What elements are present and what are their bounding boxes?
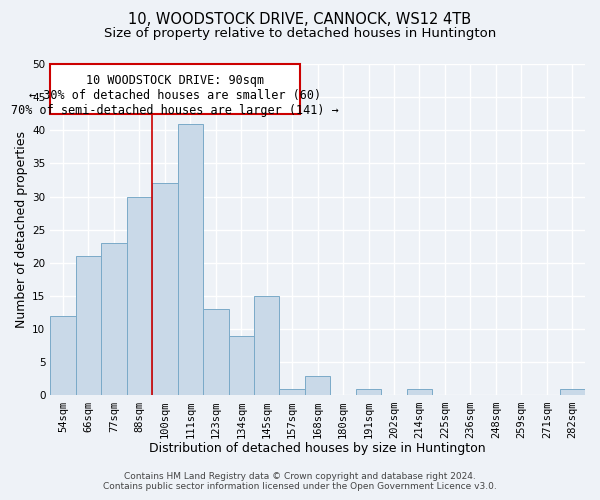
Text: Size of property relative to detached houses in Huntington: Size of property relative to detached ho… (104, 28, 496, 40)
Text: Contains public sector information licensed under the Open Government Licence v3: Contains public sector information licen… (103, 482, 497, 491)
Text: Contains HM Land Registry data © Crown copyright and database right 2024.: Contains HM Land Registry data © Crown c… (124, 472, 476, 481)
Bar (254, 296, 280, 396)
Text: 70% of semi-detached houses are larger (141) →: 70% of semi-detached houses are larger (… (11, 104, 339, 117)
Bar (407, 389, 432, 396)
Text: ← 30% of detached houses are smaller (60): ← 30% of detached houses are smaller (60… (29, 89, 321, 102)
Bar (305, 376, 331, 396)
Bar (356, 389, 381, 396)
Text: 10 WOODSTOCK DRIVE: 90sqm: 10 WOODSTOCK DRIVE: 90sqm (86, 74, 264, 87)
Bar (560, 389, 585, 396)
Bar (203, 310, 229, 396)
Bar (178, 124, 203, 396)
Bar (229, 336, 254, 396)
X-axis label: Distribution of detached houses by size in Huntington: Distribution of detached houses by size … (149, 442, 486, 455)
Bar (101, 243, 127, 396)
Text: 10, WOODSTOCK DRIVE, CANNOCK, WS12 4TB: 10, WOODSTOCK DRIVE, CANNOCK, WS12 4TB (128, 12, 472, 28)
Bar (76, 256, 101, 396)
Bar (127, 196, 152, 396)
Bar (50, 316, 76, 396)
Bar (280, 389, 305, 396)
Bar (152, 184, 178, 396)
Y-axis label: Number of detached properties: Number of detached properties (15, 131, 28, 328)
